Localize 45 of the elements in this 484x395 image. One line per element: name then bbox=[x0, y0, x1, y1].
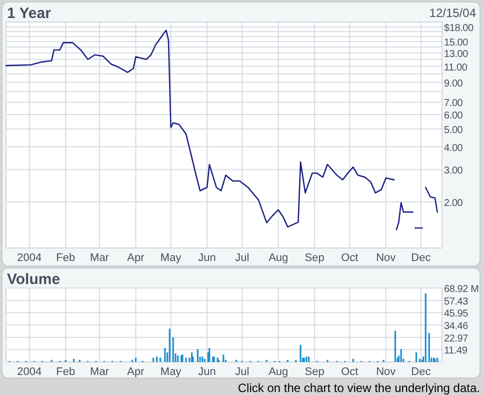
y-tick-label: 7.00 bbox=[444, 98, 464, 110]
y-tick-label: 57.43 bbox=[444, 296, 469, 308]
y-tick-label: 3.00 bbox=[444, 166, 464, 177]
x-tick-label: Aug bbox=[268, 252, 288, 264]
x-tick-label: Jun bbox=[198, 252, 216, 264]
x-tick-label: Dec bbox=[411, 366, 432, 378]
text: Click on the chart to view the underlying data. bbox=[238, 381, 480, 395]
y-tick-label: 9.00 bbox=[444, 78, 464, 90]
x-tick-label: Jul bbox=[235, 366, 250, 378]
x-tick-label: Nov bbox=[376, 366, 396, 378]
x-tick-label: Jun bbox=[198, 366, 216, 378]
y-tick-label: 68.92 M bbox=[444, 284, 479, 295]
x-tick-label: 2004 bbox=[17, 366, 42, 378]
x-tick-label: Feb bbox=[56, 252, 76, 264]
y-tick-label: 15.00 bbox=[444, 38, 469, 49]
x-tick-label: Dec bbox=[411, 252, 432, 264]
y-tick-label: 45.95 bbox=[444, 308, 469, 320]
x-tick-label: May bbox=[160, 252, 182, 264]
x-tick-label: Jul bbox=[235, 252, 250, 264]
y-tick-label: 11.49 bbox=[444, 346, 468, 357]
y-tick-label: 6.00 bbox=[444, 110, 464, 122]
x-tick-label: 2004 bbox=[17, 252, 42, 264]
x-tick-label: Aug bbox=[268, 366, 288, 378]
y-tick-label: 22.97 bbox=[444, 333, 469, 344]
y-tick-label: 13.00 bbox=[444, 49, 469, 60]
x-tick-label: Apr bbox=[127, 252, 145, 264]
x-tick-label: Oct bbox=[341, 252, 358, 264]
y-tick-label: 4.00 bbox=[444, 142, 464, 154]
x-tick-label: Nov bbox=[376, 252, 396, 264]
chart-title: Volume bbox=[7, 271, 60, 288]
x-tick-label: Feb bbox=[56, 366, 76, 378]
y-tick-label: 2.00 bbox=[444, 198, 464, 209]
x-tick-label: Oct bbox=[341, 366, 358, 378]
x-tick-label: Mar bbox=[90, 366, 110, 378]
x-tick-label: Mar bbox=[90, 252, 110, 264]
x-tick-label: Sep bbox=[304, 366, 324, 378]
y-tick-label: 34.46 bbox=[444, 321, 469, 332]
y-tick-label: $18.00 bbox=[444, 23, 474, 34]
x-tick-label: Sep bbox=[304, 252, 324, 264]
chart-subtitle: 12/15/04 bbox=[429, 6, 476, 20]
y-tick-label: 11.00 bbox=[444, 62, 468, 74]
y-tick-label: 5.00 bbox=[444, 125, 464, 136]
x-tick-label: Apr bbox=[127, 366, 145, 378]
chart-title: 1 Year bbox=[7, 5, 52, 22]
x-tick-label: May bbox=[160, 366, 182, 378]
